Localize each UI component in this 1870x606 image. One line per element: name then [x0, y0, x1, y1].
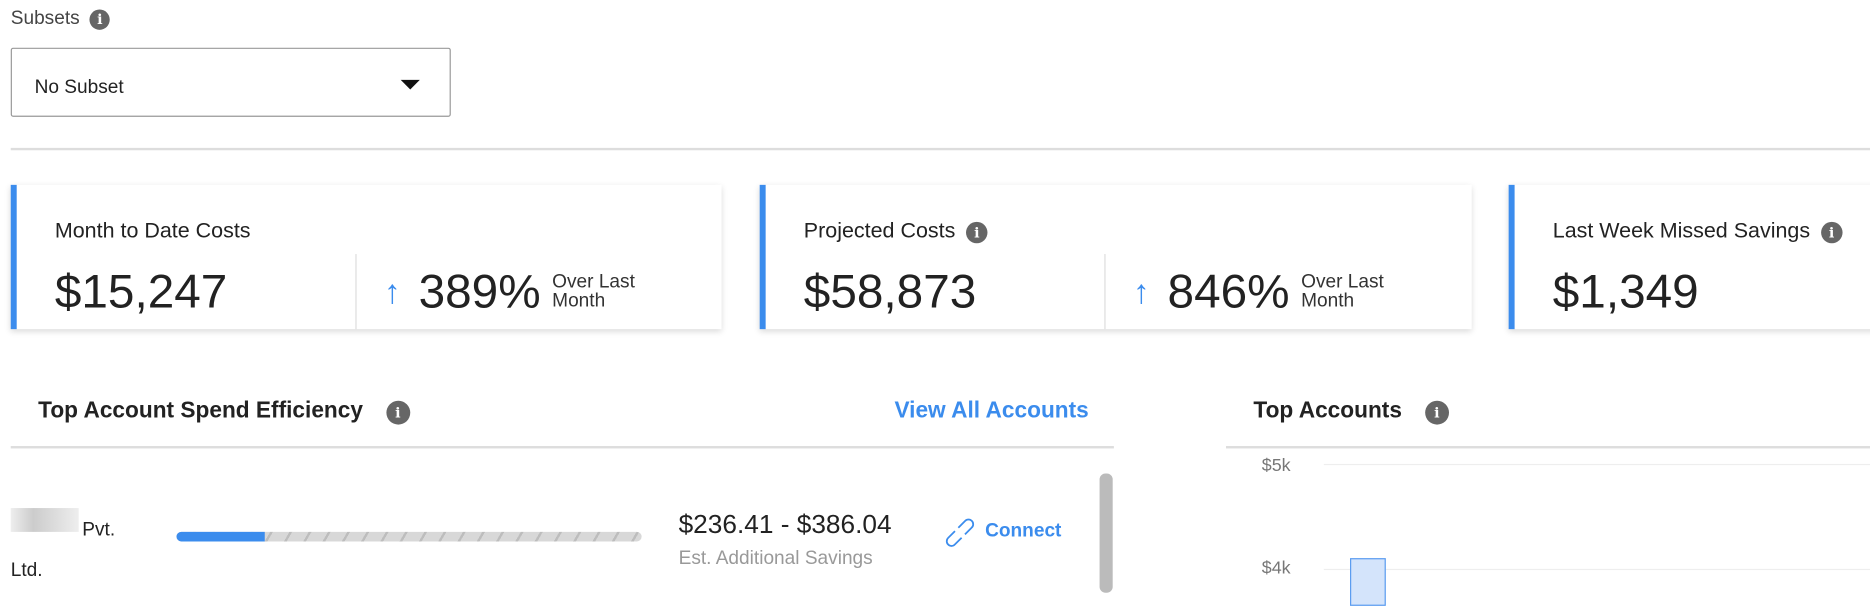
redacted-name-block	[10, 508, 79, 532]
gridline	[1323, 568, 1870, 571]
card-change-label: Over Last Month	[1301, 271, 1384, 312]
top-accounts-title: Top Accounts i	[1253, 398, 1449, 425]
chart-bar[interactable]	[1350, 558, 1386, 606]
subsets-label-text: Subsets	[10, 8, 80, 29]
y-tick-label: $5k	[1261, 455, 1291, 476]
info-icon[interactable]: i	[1820, 221, 1843, 244]
divider	[1104, 254, 1106, 330]
divider	[355, 254, 357, 330]
caret-down-icon	[400, 79, 420, 90]
gridline	[1323, 463, 1870, 466]
account-name: Pvt. Ltd.	[10, 519, 116, 581]
card-title-text: Projected Costs	[803, 218, 956, 243]
scrollbar[interactable]	[1099, 473, 1113, 593]
progress-fill	[176, 531, 265, 542]
card-projected: Projected Costs i $58,873 ↑ 846% Over La…	[759, 184, 1472, 330]
connect-button[interactable]: Connect	[985, 521, 1062, 542]
divider	[10, 446, 1114, 449]
info-icon[interactable]: i	[385, 400, 410, 425]
card-change: 389%	[418, 265, 541, 319]
card-missed-savings: Last Week Missed Savings i $1,349	[1508, 184, 1870, 330]
info-icon[interactable]: i	[89, 9, 111, 30]
card-month-to-date: Month to Date Costs $15,247 ↑ 389% Over …	[10, 184, 722, 330]
y-tick-label: $4k	[1261, 558, 1291, 579]
card-title: Last Week Missed Savings i	[1552, 218, 1843, 244]
arrow-up-icon: ↑	[1132, 273, 1150, 311]
card-title-text: Last Week Missed Savings	[1552, 218, 1811, 243]
efficiency-title: Top Account Spend Efficiency i	[38, 398, 410, 425]
card-title: Month to Date Costs	[54, 218, 251, 243]
divider	[10, 147, 1870, 151]
card-title: Projected Costs i	[803, 218, 988, 244]
efficiency-title-text: Top Account Spend Efficiency	[38, 398, 363, 424]
divider	[1225, 446, 1870, 449]
card-value: $58,873	[803, 265, 977, 319]
link-icon[interactable]: ⊂⊃	[936, 509, 984, 557]
card-value: $15,247	[54, 265, 228, 319]
top-accounts-title-text: Top Accounts	[1253, 398, 1402, 424]
subset-dropdown[interactable]: No Subset	[10, 47, 451, 117]
savings-label: Est. Additional Savings	[678, 548, 873, 569]
arrow-up-icon: ↑	[384, 273, 401, 311]
card-value: $1,349	[1552, 265, 1699, 319]
info-icon[interactable]: i	[966, 221, 988, 244]
info-icon[interactable]: i	[1424, 400, 1449, 425]
subset-selected-value: No Subset	[34, 77, 124, 98]
card-change: 846%	[1167, 265, 1290, 319]
efficiency-progress-bar	[176, 531, 642, 542]
subsets-label: Subsets i	[10, 8, 111, 30]
savings-range: $236.41 - $386.04	[678, 509, 892, 540]
view-all-accounts-link[interactable]: View All Accounts	[894, 398, 1089, 424]
card-change-label: Over Last Month	[552, 271, 635, 312]
